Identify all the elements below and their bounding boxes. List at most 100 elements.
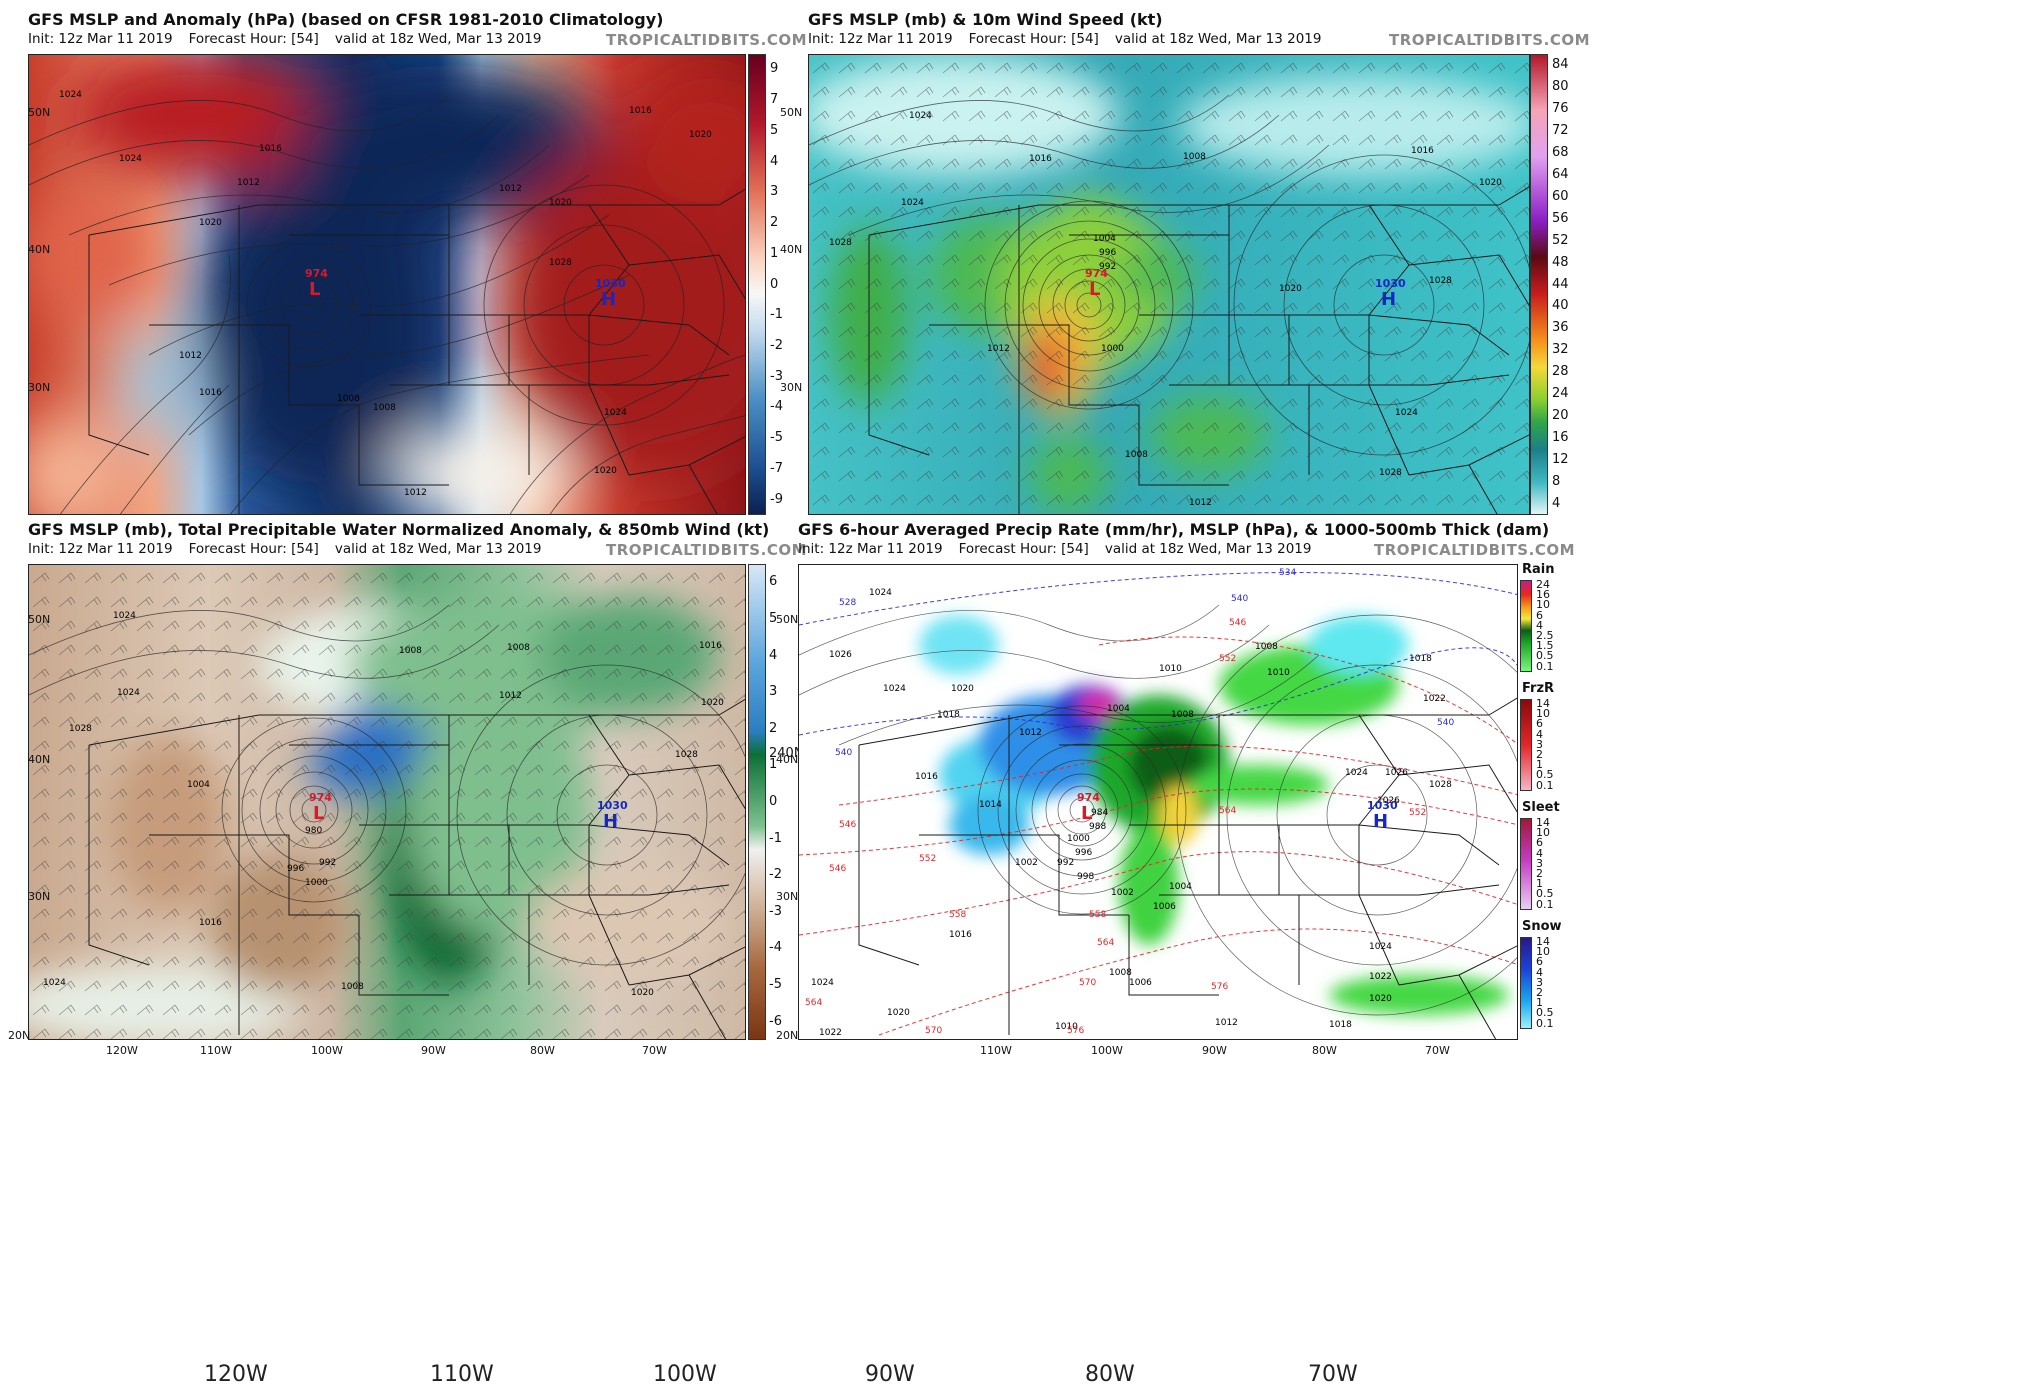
colorbar-tick: 14 bbox=[1536, 816, 1550, 829]
colorbar-tick: -9 bbox=[770, 491, 783, 507]
colorbar-sleet bbox=[1520, 818, 1532, 910]
colorbar-tick: 52 bbox=[1552, 232, 1569, 248]
isobar-label: 1016 bbox=[259, 144, 282, 154]
isobar-label: 1012 bbox=[987, 344, 1010, 354]
colorbar-tick: 14 bbox=[1536, 697, 1550, 710]
colorbar-tick: 0.1 bbox=[1536, 659, 1554, 673]
isobar-label: 1024 bbox=[117, 688, 140, 698]
lat-label-40n: 40N bbox=[28, 753, 51, 766]
thickness-label: 576 bbox=[1211, 982, 1228, 992]
low-pressure-value: 974 bbox=[305, 267, 328, 280]
colorbar-rain bbox=[1520, 580, 1532, 672]
isobar-label: 1008 bbox=[507, 643, 530, 653]
colorbar-tick: -3 bbox=[769, 903, 782, 919]
colorbar-tick: 20 bbox=[1552, 408, 1569, 424]
isobar-label: 1026 bbox=[829, 650, 852, 660]
colorbar-tick: 0.5 bbox=[1536, 768, 1554, 782]
isobar-label: 1012 bbox=[1019, 728, 1042, 738]
colorbar-extra-label: 240N bbox=[769, 746, 804, 761]
isobar-label: 1012 bbox=[499, 184, 522, 194]
panel-title: GFS 6-hour Averaged Precip Rate (mm/hr),… bbox=[798, 520, 1550, 539]
panel-title: GFS MSLP (mb), Total Precipitable Water … bbox=[28, 520, 770, 539]
colorbar-tick: 0.1 bbox=[1536, 1016, 1554, 1030]
colorbar-tick: 16 bbox=[1536, 588, 1550, 602]
isobar-label: 1010 bbox=[1055, 1022, 1078, 1032]
lat-label-20n: 20N bbox=[8, 1029, 31, 1042]
lat-label-50n: 50N bbox=[780, 106, 803, 119]
big-lon-label: 120W bbox=[204, 1362, 268, 1387]
isobar-label: 1012 bbox=[237, 178, 260, 188]
big-lon-label: 90W bbox=[865, 1362, 915, 1387]
colorbar-tick: -4 bbox=[770, 399, 783, 415]
isobar-label: 1020 bbox=[1479, 178, 1502, 188]
lat-label-30n: 30N bbox=[776, 890, 799, 903]
isobar-label: 1004 bbox=[1107, 704, 1130, 714]
colorbar-tick: 5 bbox=[770, 122, 779, 138]
isobar-label: 1026 bbox=[1385, 768, 1408, 778]
thickness-label: 540 bbox=[1437, 718, 1454, 728]
isobar-label: 1024 bbox=[909, 111, 932, 121]
isobar-label: 1008 bbox=[337, 394, 360, 404]
isobar-label: 992 bbox=[1099, 262, 1116, 272]
colorbar-tick: 2 bbox=[770, 215, 779, 231]
thickness-label: 546 bbox=[839, 820, 856, 830]
isobar-label: 1022 bbox=[819, 1028, 842, 1038]
map-area: 1024 1008 1012 1016 1020 1024 1028 1008 … bbox=[28, 564, 746, 1040]
isobar-label: 1012 bbox=[499, 691, 522, 701]
lat-label-40n: 40N bbox=[776, 753, 799, 766]
isobar-label: 1000 bbox=[1101, 344, 1124, 354]
map-area: 1024 1020 1016 1012 1008 1012 1016 1016 … bbox=[28, 54, 746, 515]
colorbar-tick: 4 bbox=[1552, 496, 1561, 512]
high-pressure-marker: H bbox=[1381, 289, 1396, 310]
colorbar-tick: 4 bbox=[770, 153, 779, 169]
isobar-label: 1020 bbox=[701, 698, 724, 708]
lat-label-30n: 30N bbox=[780, 381, 803, 394]
lat-label-40n: 40N bbox=[28, 243, 51, 256]
colorbar-tick: -1 bbox=[770, 307, 783, 323]
colorbar-tick: 44 bbox=[1552, 276, 1569, 292]
isobar-label: 1008 bbox=[1171, 710, 1194, 720]
lat-label-50n: 50N bbox=[776, 613, 799, 626]
isobar-label: 1012 bbox=[404, 488, 427, 498]
colorbar-tick: 2 bbox=[769, 720, 778, 736]
colorbar-tick: 24 bbox=[1552, 386, 1569, 402]
isobar-label: 1012 bbox=[179, 351, 202, 361]
colorbar bbox=[748, 564, 766, 1040]
colorbar-tick: 7 bbox=[770, 92, 779, 108]
colorbar-tick: 9 bbox=[770, 61, 779, 77]
isobar-label: 1008 bbox=[1255, 642, 1278, 652]
colorbar-tick: 14 bbox=[1536, 935, 1550, 948]
isobar-label: 1006 bbox=[1129, 978, 1152, 988]
isobar-label: 1024 bbox=[1345, 768, 1368, 778]
isobar-label: 1020 bbox=[887, 1008, 910, 1018]
low-pressure-marker: L bbox=[309, 279, 320, 300]
isobar-label: 1024 bbox=[604, 408, 627, 418]
isobar-label: 988 bbox=[1089, 822, 1106, 832]
brand-label: TROPICALTIDBITS.COM bbox=[1389, 31, 1590, 49]
colorbar-tick: 3 bbox=[770, 184, 779, 200]
colorbar-tick: 3 bbox=[1536, 975, 1543, 989]
colorbar-tick: 10 bbox=[1536, 598, 1550, 612]
isobar-label: 1020 bbox=[631, 988, 654, 998]
colorbar-snow bbox=[1520, 937, 1532, 1029]
panel-precip-rate: GFS 6-hour Averaged Precip Rate (mm/hr),… bbox=[776, 520, 2044, 1389]
colorbar-tick: 2 bbox=[1536, 986, 1543, 999]
isobar-label: 1028 bbox=[1379, 468, 1402, 478]
isobar-label: 1022 bbox=[1369, 972, 1392, 982]
colorbar-tick: 84 bbox=[1552, 56, 1569, 72]
isobar-label: 1024 bbox=[883, 684, 906, 694]
low-pressure-value: 974 bbox=[1077, 791, 1100, 804]
isobar-label: 980 bbox=[305, 826, 322, 836]
brand-label: TROPICALTIDBITS.COM bbox=[606, 31, 807, 49]
precip-type-label-frzr: FrzR bbox=[1522, 681, 1555, 696]
big-lon-label: 70W bbox=[1308, 1362, 1358, 1387]
isobar-label: 1020 bbox=[951, 684, 974, 694]
map-area: 1024 1008 1016 1020 1024 1028 1016 1020 … bbox=[808, 54, 1530, 515]
colorbar-tick: 80 bbox=[1552, 78, 1569, 94]
isobar-label: 996 bbox=[1075, 848, 1092, 858]
thickness-label: 564 bbox=[1219, 806, 1236, 816]
brand-label: TROPICALTIDBITS.COM bbox=[606, 541, 807, 559]
isobar-label: 1006 bbox=[1153, 902, 1176, 912]
colorbar-tick: -3 bbox=[770, 368, 783, 384]
panel-title: GFS MSLP (mb) & 10m Wind Speed (kt) bbox=[808, 10, 1163, 29]
